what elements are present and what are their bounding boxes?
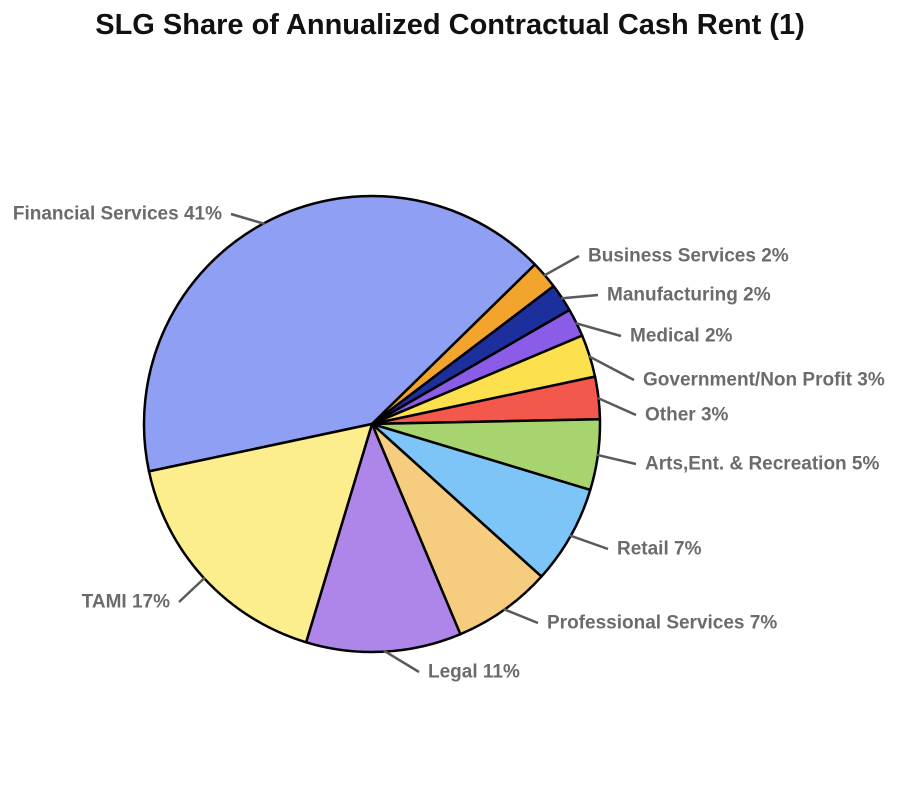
slice-label-medical: Medical 2%: [630, 326, 733, 347]
leader-line-business-services: [543, 254, 580, 277]
slice-label-manufacturing: Manufacturing 2%: [607, 285, 771, 306]
leader-line-legal: [383, 649, 420, 674]
leader-lines-group: [178, 212, 637, 674]
slice-label-legal: Legal 11%: [428, 662, 520, 683]
slice-label-tami: TAMI 17%: [82, 592, 170, 613]
slice-label-government-non-profit: Government/Non Profit 3%: [643, 370, 885, 391]
leader-line-professional-services: [503, 607, 539, 625]
leader-line-medical: [574, 321, 622, 338]
leader-line-financial-services: [230, 212, 266, 226]
slice-label-business-services: Business Services 2%: [588, 246, 789, 267]
leader-line-government-non-profit: [588, 355, 635, 382]
slice-label-other: Other 3%: [645, 405, 729, 426]
pie-slices-group: [142, 194, 602, 654]
slice-label-professional-services: Professional Services 7%: [547, 613, 777, 634]
slice-label-retail: Retail 7%: [617, 539, 702, 560]
slice-labels-group: Financial Services 41% Business Services …: [13, 204, 885, 683]
leader-line-other: [596, 396, 637, 417]
leader-line-manufacturing: [560, 293, 599, 300]
slice-label-arts-ent-recreation: Arts,Ent. & Recreation 5%: [645, 454, 879, 475]
leader-line-retail: [569, 534, 609, 551]
leader-line-tami: [178, 576, 206, 603]
leader-line-arts-ent-recreation: [596, 453, 637, 466]
chart-title: SLG Share of Annualized Contractual Cash…: [95, 9, 805, 41]
slice-label-financial-services: Financial Services 41%: [13, 204, 222, 225]
